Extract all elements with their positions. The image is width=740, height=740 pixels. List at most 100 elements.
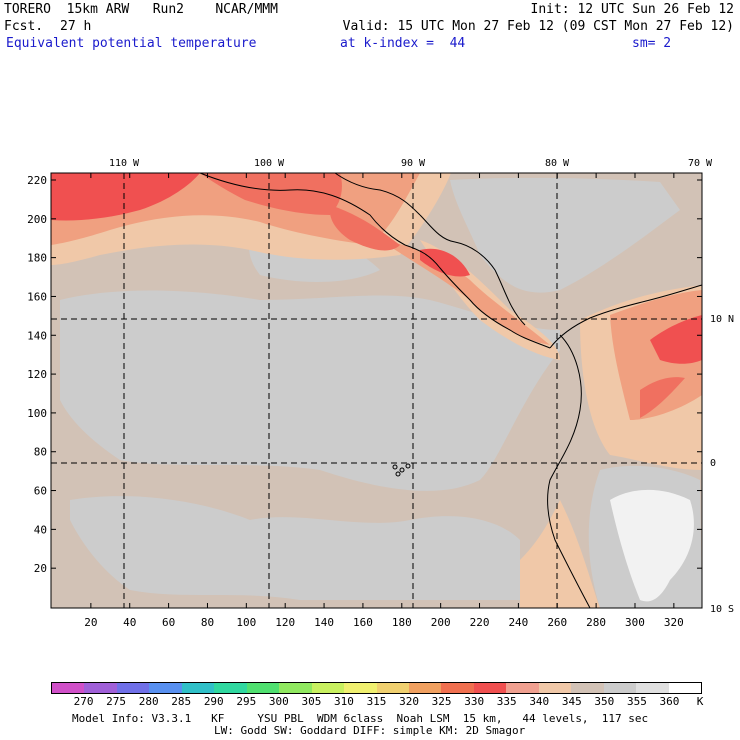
colorbar-label: 285 <box>171 695 192 708</box>
colorbar-label: 355 <box>626 695 647 708</box>
valid-time: Valid: 15 UTC Mon 27 Feb 12 (09 CST Mon … <box>342 19 734 34</box>
axis-ticks <box>51 173 702 608</box>
latitude-labels: 10 N 0 10 S <box>710 314 734 615</box>
red-guatemala <box>329 205 400 251</box>
colorbar-swatch <box>149 683 182 693</box>
colorbar-swatch <box>473 683 507 693</box>
y-tick-label: 60 <box>34 485 47 498</box>
x-tick-label: 280 <box>586 616 606 629</box>
galapagos-islands <box>392 463 411 477</box>
white-region-andes <box>610 489 694 602</box>
colorbar <box>51 682 702 694</box>
y-tick-label: 160 <box>27 290 47 303</box>
coastlines <box>199 172 703 609</box>
colorbar-swatch <box>344 683 377 693</box>
longitude-label: 90 W <box>401 158 426 169</box>
red-venezuela <box>650 315 702 364</box>
y-tick-label: 200 <box>27 213 47 226</box>
y-tick-label: 120 <box>27 368 47 381</box>
colorbar-swatch <box>603 683 637 693</box>
colorbar-label: 350 <box>594 695 615 708</box>
colorbar-label: 275 <box>106 695 127 708</box>
colorbar-swatch <box>441 683 474 693</box>
model-info-line1: Model Info: V3.3.1 KF YSU PBL WDM 6class… <box>72 712 649 725</box>
colorbar-swatch <box>84 683 117 693</box>
colorbar-label: 325 <box>431 695 452 708</box>
latitude-label: 10 N <box>710 314 734 325</box>
model-title: TORERO 15km ARW Run2 NCAR/MMM <box>4 2 278 17</box>
x-tick-label: 140 <box>314 616 334 629</box>
island-marker <box>395 471 401 477</box>
red-honduras <box>420 248 470 277</box>
island-marker <box>399 467 405 473</box>
colorbar-unit: K <box>696 695 704 708</box>
map-frame <box>50 172 703 609</box>
smoothing-info: sm= 2 <box>632 36 672 51</box>
colorbar-label: 340 <box>529 695 550 708</box>
yucatan-coastline <box>334 172 421 216</box>
red-mexico <box>200 173 342 215</box>
caribbean-coastline <box>419 214 526 326</box>
salmon-central-america <box>380 240 550 345</box>
colorbar-swatch <box>116 683 150 693</box>
colorbar-label: 305 <box>301 695 322 708</box>
x-tick-label: 320 <box>664 616 684 629</box>
colorbar-swatch <box>636 683 669 693</box>
x-tick-label: 240 <box>508 616 528 629</box>
colorbar-swatch <box>571 683 604 693</box>
colorbar-swatch <box>181 683 215 693</box>
longitude-label: 100 W <box>254 158 285 169</box>
forecast-hour: 27 h <box>60 19 92 34</box>
x-tick-label: 60 <box>162 616 175 629</box>
colorbar-label: 290 <box>203 695 224 708</box>
red-north-west <box>51 173 200 221</box>
longitude-label: 110 W <box>109 158 140 169</box>
colorbar-swatch <box>311 683 345 693</box>
field-name: Equivalent potential temperature <box>6 36 257 51</box>
longitude-label: 80 W <box>545 158 570 169</box>
gray-region-south <box>70 496 520 600</box>
colorbar-swatch <box>538 683 572 693</box>
y-tick-label: 100 <box>27 407 47 420</box>
colorbar-label: 280 <box>138 695 159 708</box>
colorbar-label: 315 <box>366 695 387 708</box>
x-tick-label: 180 <box>392 616 412 629</box>
x-tick-label: 20 <box>84 616 97 629</box>
x-tick-label: 260 <box>547 616 567 629</box>
colorbar-swatch <box>52 683 85 693</box>
axis-tick-labels: 220 200 180 160 140 120 100 80 60 40 20 20 40 60 80 100… <box>27 174 684 629</box>
colorbar-label: 335 <box>496 695 517 708</box>
mexico-coastline <box>199 172 406 246</box>
y-tick-label: 180 <box>27 252 47 265</box>
map-field <box>51 173 702 608</box>
colorbar-swatch <box>408 683 442 693</box>
model-info-line2: LW: Godd SW: Goddard DIFF: simple KM: 2D… <box>214 724 526 737</box>
x-tick-label: 300 <box>625 616 645 629</box>
gray-region-central <box>60 290 560 491</box>
latitude-label: 10 S <box>710 604 734 615</box>
colorbar-swatch <box>214 683 247 693</box>
gray-region-caribbean <box>450 177 680 293</box>
graticule <box>51 173 702 608</box>
colorbar-labels: 270 275 280 285 290 295 300 305 310 315 320 325 330 3… <box>0 696 740 710</box>
colorbar-swatch <box>376 683 409 693</box>
south-america-pacific-coastline <box>547 334 591 609</box>
colorbar-label: 270 <box>73 695 94 708</box>
x-tick-label: 120 <box>275 616 295 629</box>
salmon-venezuela <box>610 290 702 420</box>
y-tick-label: 40 <box>34 523 47 536</box>
x-tick-label: 220 <box>470 616 490 629</box>
colorbar-swatch <box>246 683 280 693</box>
x-tick-label: 40 <box>123 616 136 629</box>
init-time: Init: 12 UTC Sun 26 Feb 12 <box>530 2 735 17</box>
colorbar-label: 330 <box>464 695 485 708</box>
level-info: at k-index = 44 <box>340 36 466 51</box>
x-tick-label: 160 <box>353 616 373 629</box>
colorbar-swatch <box>506 683 539 693</box>
colorbar-swatch <box>279 683 312 693</box>
colorbar-label: 295 <box>236 695 257 708</box>
colorbar-label: 320 <box>399 695 419 708</box>
latitude-label: 0 <box>710 458 716 469</box>
forecast-label: Fcst. <box>4 19 44 34</box>
